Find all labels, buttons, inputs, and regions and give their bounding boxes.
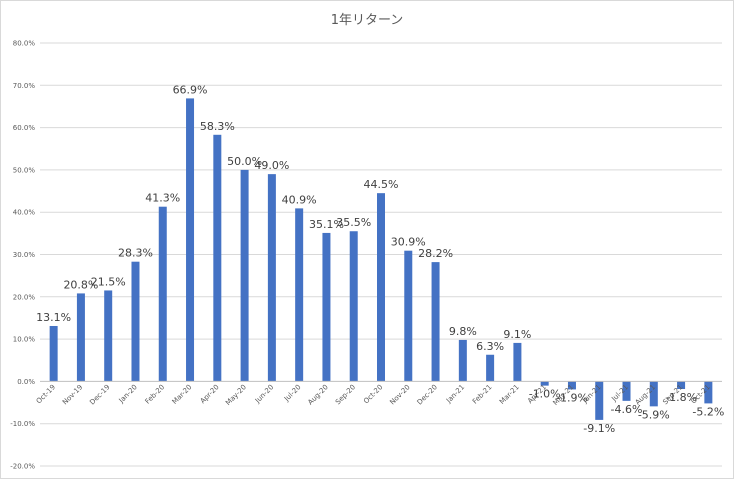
- data-label: -5.9%: [638, 408, 670, 421]
- bar: [186, 98, 195, 382]
- y-tick-label: 70.0%: [13, 82, 36, 90]
- data-label: 66.9%: [173, 83, 208, 96]
- bar: [295, 208, 304, 382]
- x-tick-label: Feb-21: [471, 383, 494, 406]
- bar: [704, 381, 713, 404]
- data-label: 20.8%: [63, 278, 98, 291]
- bar: [595, 381, 604, 420]
- x-tick-label: Feb-20: [144, 383, 167, 406]
- data-label: -5.2%: [692, 405, 724, 418]
- data-label: 58.3%: [200, 120, 235, 133]
- x-tick-label: Mar-20: [171, 383, 194, 406]
- bar: [377, 193, 385, 382]
- data-label: 35.5%: [336, 216, 371, 229]
- data-label: 28.3%: [118, 247, 153, 260]
- bar: [567, 381, 576, 390]
- data-label: 9.1%: [503, 328, 531, 341]
- data-label: -1.8%: [665, 391, 697, 404]
- data-label: 40.9%: [282, 193, 317, 206]
- bar: [431, 262, 440, 382]
- y-tick-label: 30.0%: [13, 251, 36, 259]
- bar: [486, 354, 495, 382]
- data-labels: 13.1% 20.8%21.5% 28.3% 41.3% 66.9% 58.3% 50.0%…: [36, 83, 724, 434]
- bar: [458, 339, 467, 382]
- x-tick-label: Jan-20: [117, 383, 139, 405]
- data-label: 50.0%: [227, 155, 262, 168]
- y-tick-label: 40.0%: [13, 209, 36, 217]
- data-label: 21.5%: [91, 275, 126, 288]
- x-tick-label: Nov-20: [388, 383, 411, 406]
- bar: [131, 261, 140, 382]
- y-tick-label: -20.0%: [10, 463, 35, 471]
- data-label: 41.3%: [145, 192, 180, 205]
- x-tick-label: Jul-20: [282, 383, 302, 403]
- bar: [540, 381, 549, 386]
- bar: [349, 231, 358, 382]
- bar: [76, 293, 85, 382]
- data-label: -4.6%: [611, 403, 643, 416]
- bar: [49, 325, 58, 382]
- x-tick-label: May-20: [224, 383, 248, 407]
- data-label: -1.9%: [556, 391, 588, 404]
- y-tick-label: 80.0%: [13, 40, 36, 48]
- bar: [622, 381, 631, 401]
- bar: [213, 134, 222, 382]
- y-tick-label: 50.0%: [13, 166, 36, 174]
- x-tick-label: Oct-20: [362, 383, 384, 405]
- y-tick-label: -10.0%: [10, 420, 35, 428]
- bars: [49, 98, 713, 420]
- data-label: 13.1%: [36, 311, 71, 324]
- bar: [513, 342, 522, 382]
- bar: [322, 232, 331, 382]
- data-label: -1.0%: [529, 388, 561, 401]
- data-label: 6.3%: [476, 340, 504, 353]
- data-label: 44.5%: [364, 178, 399, 191]
- y-tick-label: 60.0%: [13, 124, 36, 132]
- data-label: 30.9%: [391, 236, 426, 249]
- y-tick-label: 0.0%: [17, 378, 35, 386]
- bar: [404, 250, 413, 382]
- x-tick-label: Jun-20: [253, 383, 275, 405]
- data-label: 28.2%: [418, 247, 453, 260]
- x-tick-label: Nov-19: [61, 383, 84, 406]
- bar: [267, 174, 276, 382]
- bar: [158, 206, 167, 382]
- x-tick-label: Apr-20: [199, 383, 221, 405]
- data-label: -9.1%: [583, 422, 615, 435]
- data-label: 35.1%: [309, 218, 344, 231]
- x-tick-label: Dec-20: [416, 383, 439, 406]
- bar: [649, 381, 658, 407]
- bar: [104, 290, 113, 382]
- data-label: 49.0%: [254, 159, 289, 172]
- chart-title: 1年リターン: [330, 13, 404, 28]
- x-tick-label: Sep-20: [334, 383, 357, 406]
- data-label: 9.8%: [449, 325, 477, 338]
- bar: [240, 169, 249, 382]
- x-tick-label: Dec-19: [88, 383, 111, 406]
- x-tick-label: Oct-19: [35, 383, 57, 405]
- y-tick-label: 10.0%: [13, 336, 36, 344]
- x-tick-label: Jan-21: [444, 383, 466, 405]
- y-tick-label: 20.0%: [13, 293, 36, 301]
- bar: [677, 381, 686, 390]
- x-tick-label: Mar-21: [498, 383, 521, 406]
- x-tick-label: Aug-20: [306, 383, 329, 406]
